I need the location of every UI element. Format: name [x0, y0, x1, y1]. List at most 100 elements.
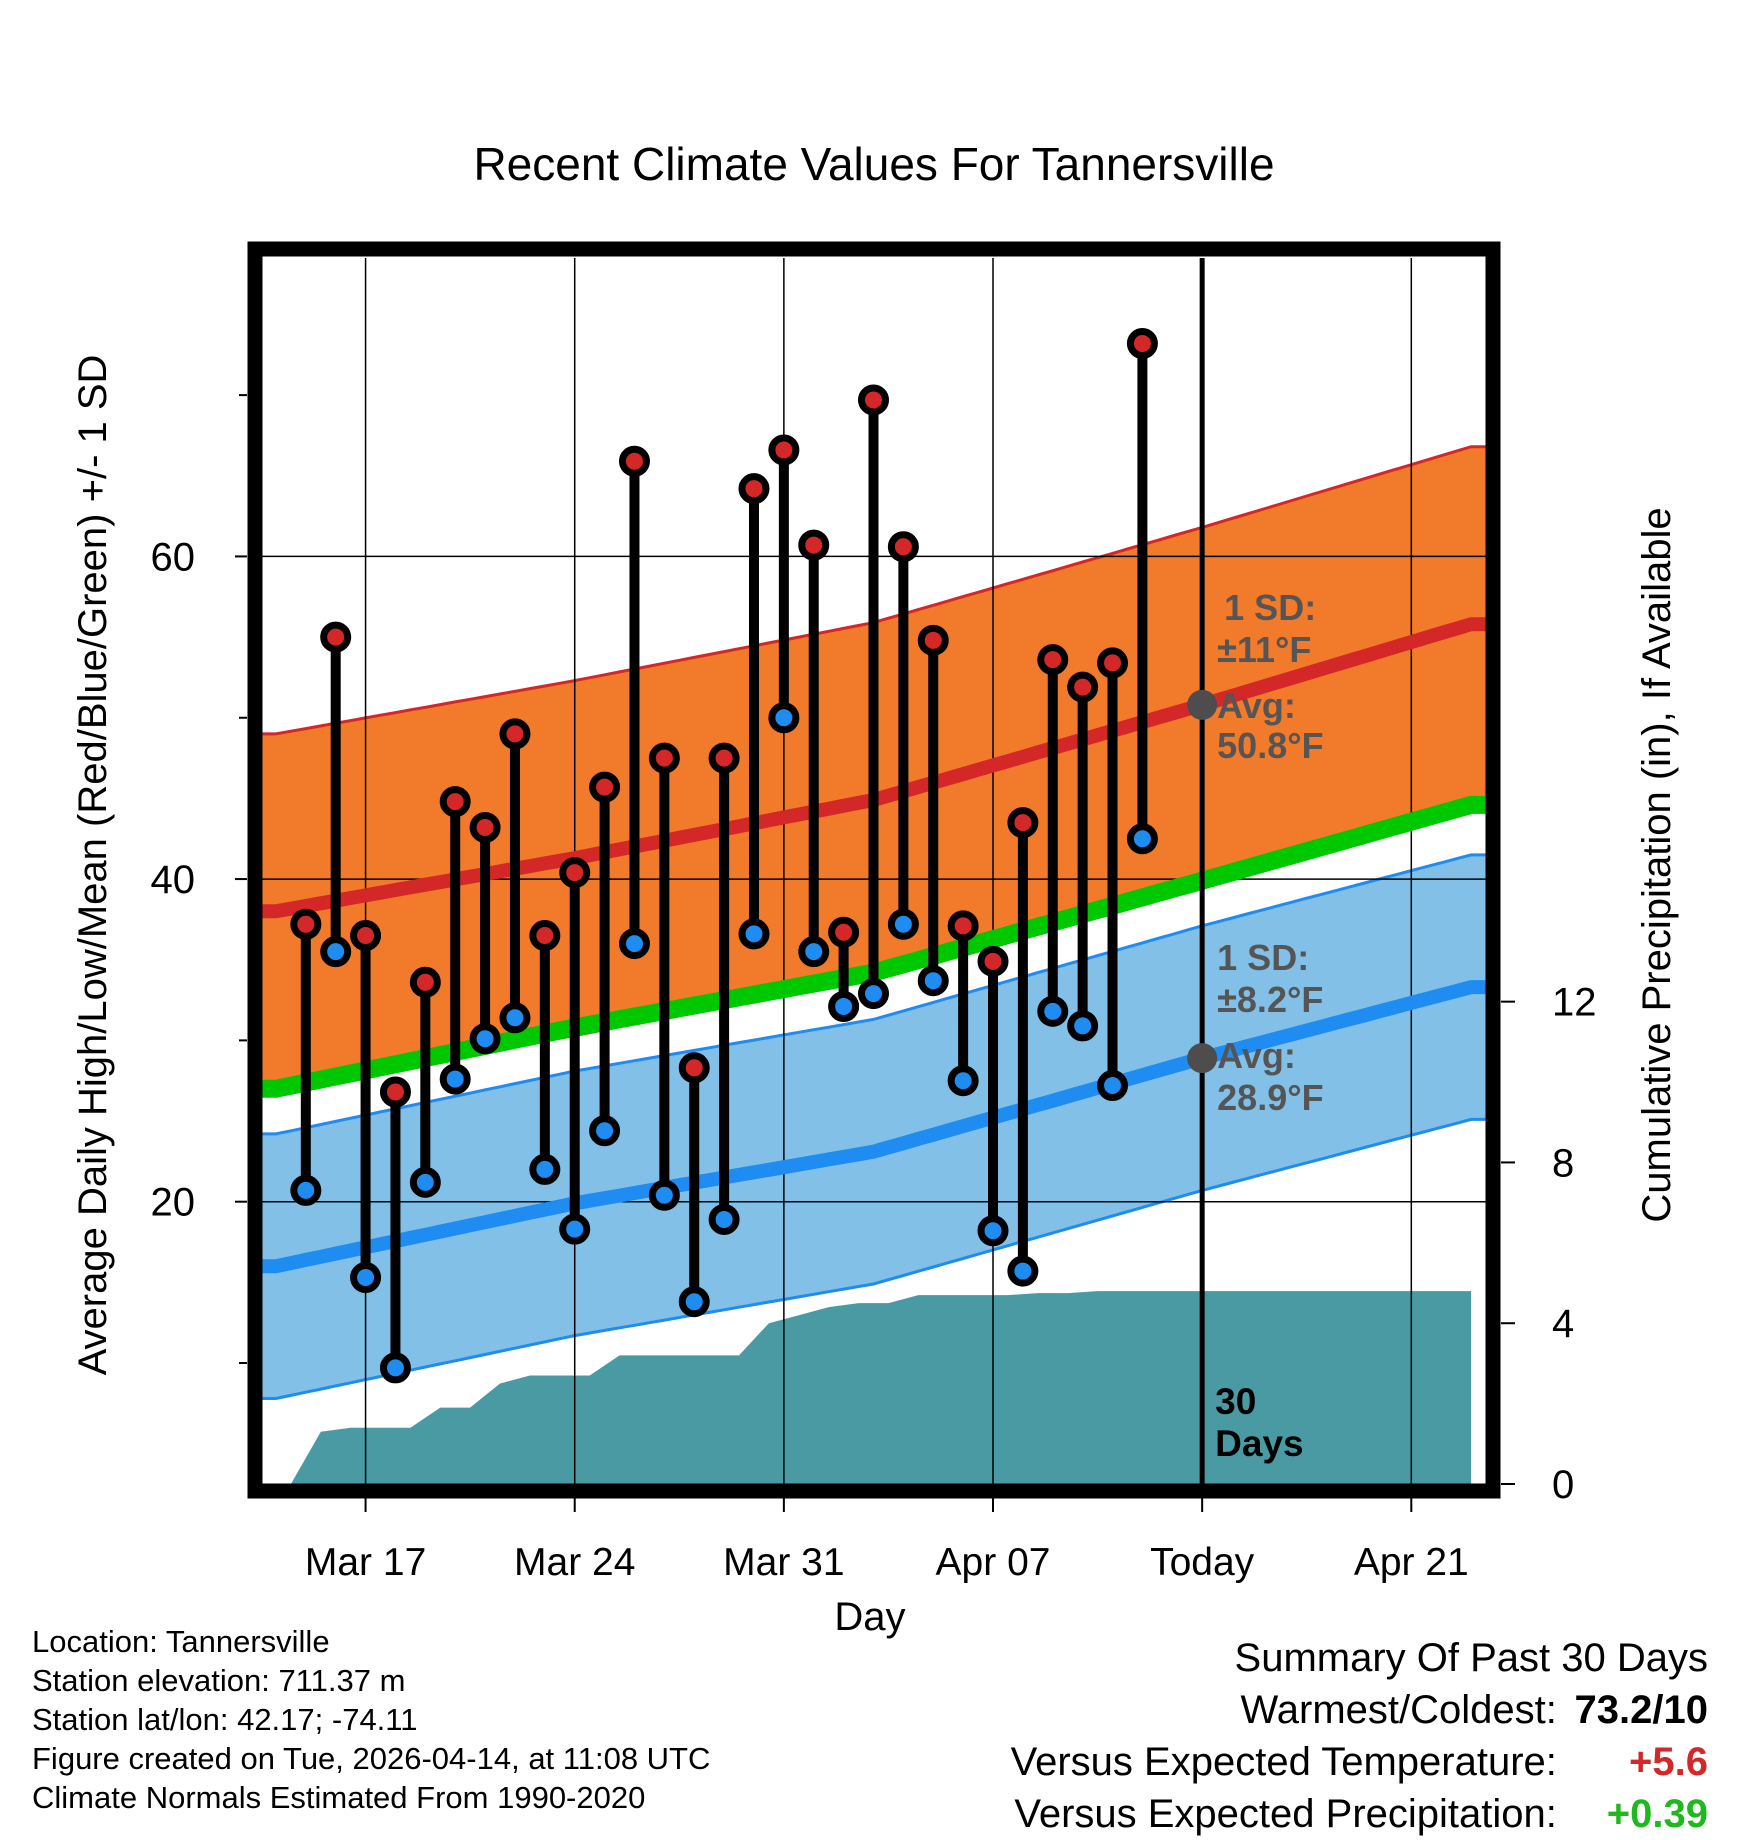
low-point-25 — [1007, 1255, 1039, 1287]
high-point-20 — [858, 384, 889, 416]
x-tick-label: Mar 31 — [723, 1541, 844, 1584]
y-left-tick-label: 40 — [151, 858, 196, 902]
window-number: 30 — [1215, 1381, 1256, 1422]
low-avg-marker — [1187, 1043, 1218, 1074]
x-tick-label: Apr 21 — [1354, 1541, 1469, 1584]
low-point-5 — [409, 1166, 441, 1198]
low-point-6 — [439, 1063, 471, 1095]
y-left-tick-label: 60 — [151, 535, 196, 579]
high-point-8 — [499, 718, 531, 750]
warmest-coldest-value: 73.2/10 — [1574, 1688, 1708, 1732]
x-tick-label: Today — [1150, 1541, 1255, 1584]
low-point-26 — [1037, 995, 1069, 1027]
meta-created: Figure created on Tue, 2026-04-14, at 11… — [32, 1741, 711, 1776]
summary-temp: Versus Expected Temperature: +5.6 — [1011, 1736, 1708, 1788]
meta-latlon: Station lat/lon: 42.17; -74.11 — [32, 1702, 418, 1737]
low-point-27 — [1067, 1010, 1099, 1042]
low-sd-band-lower-edge — [261, 1117, 1486, 1400]
low-point-13 — [648, 1179, 680, 1211]
meta-normals: Climate Normals Estimated From 1990-2020 — [32, 1780, 646, 1815]
x-axis-label: Day — [834, 1595, 905, 1639]
temp-value: +5.6 — [1629, 1740, 1708, 1784]
x-tick-label: Apr 07 — [936, 1541, 1051, 1584]
normal-low-line — [261, 980, 1486, 1274]
high-avg-label: Avg: — [1217, 685, 1296, 726]
low-point-7 — [469, 1023, 501, 1055]
low-avg-value: 28.9°F — [1217, 1077, 1323, 1118]
chart-title: Recent Climate Values For Tannersville — [473, 138, 1274, 190]
x-tick-label: Mar 17 — [305, 1541, 426, 1584]
low-point-18 — [798, 936, 830, 968]
precip-area — [290, 1291, 1472, 1484]
precip-value: +0.39 — [1606, 1792, 1708, 1836]
low-point-10 — [559, 1213, 591, 1245]
high-point-12 — [618, 445, 650, 477]
meta-elevation: Station elevation: 711.37 m — [32, 1663, 406, 1698]
high-point-16 — [738, 473, 770, 505]
high-point-19 — [828, 916, 860, 948]
low-sd-value: ±8.2°F — [1217, 979, 1323, 1020]
summary-panel: Summary Of Past 30 Days Warmest/Coldest:… — [1011, 1632, 1708, 1840]
low-point-23 — [947, 1065, 979, 1097]
low-point-14 — [678, 1286, 710, 1318]
low-point-2 — [320, 936, 352, 968]
y-right-tick-label: 0 — [1552, 1463, 1574, 1507]
low-point-15 — [708, 1203, 740, 1235]
high-sd-value: ±11°F — [1217, 629, 1311, 670]
low-point-9 — [529, 1153, 561, 1185]
high-point-25 — [1007, 807, 1039, 839]
low-point-20 — [858, 978, 889, 1010]
high-avg-value: 50.8°F — [1217, 725, 1323, 766]
low-sd-band — [261, 854, 1486, 1399]
low-point-24 — [977, 1215, 1009, 1247]
low-point-16 — [738, 918, 770, 950]
low-point-28 — [1097, 1070, 1129, 1102]
high-point-6 — [439, 786, 471, 818]
high-point-27 — [1067, 671, 1099, 703]
station-metadata: Location: Tannersville Station elevation… — [32, 1622, 710, 1817]
high-point-11 — [589, 771, 621, 803]
low-avg-label: Avg: — [1217, 1035, 1296, 1076]
high-point-26 — [1037, 644, 1069, 676]
axis-ticks: Mar 17 Mar 24 Mar 31 Apr 07 Today Apr 2120406… — [151, 394, 1597, 1584]
precip-label: Versus Expected Precipitation: — [1014, 1792, 1557, 1836]
daily-stems — [300, 338, 1148, 1373]
low-point-1 — [290, 1174, 322, 1206]
low-sd-label: 1 SD: — [1217, 937, 1309, 978]
y-right-tick-label: 12 — [1552, 981, 1597, 1025]
high-point-24 — [977, 945, 1009, 977]
high-point-10 — [559, 857, 591, 889]
high-point-29 — [1126, 327, 1158, 359]
window-days: Days — [1215, 1423, 1303, 1464]
y-axis-right-label: Cumulative Precipitation (in), If Availa… — [1635, 507, 1679, 1222]
low-sd-band-upper-edge — [261, 853, 1486, 1136]
high-point-17 — [768, 434, 800, 466]
high-point-13 — [648, 742, 680, 774]
grid-lines — [261, 258, 1486, 1484]
high-point-4 — [379, 1076, 411, 1108]
y-right-tick-label: 4 — [1552, 1302, 1574, 1346]
meta-location: Location: Tannersville — [32, 1624, 330, 1659]
low-point-19 — [828, 991, 860, 1023]
plot-border — [247, 241, 1501, 1499]
summary-warmest-coldest: Warmest/Coldest: 73.2/10 — [1011, 1684, 1709, 1736]
high-point-14 — [678, 1052, 710, 1084]
climate-chart: Recent Climate Values For Tannersville 1… — [71, 138, 1679, 1639]
low-point-21 — [887, 908, 919, 940]
high-point-9 — [529, 920, 561, 952]
high-point-15 — [708, 742, 740, 774]
low-point-22 — [917, 965, 949, 997]
summary-title: Summary Of Past 30 Days — [1234, 1636, 1708, 1680]
low-point-12 — [618, 928, 650, 960]
low-point-29 — [1126, 823, 1158, 855]
high-point-3 — [350, 920, 382, 952]
high-point-22 — [917, 624, 949, 656]
high-point-2 — [320, 621, 352, 653]
high-point-1 — [290, 908, 322, 940]
x-tick-label: Mar 24 — [514, 1541, 635, 1584]
high-point-18 — [798, 529, 830, 561]
high-avg-marker — [1187, 689, 1218, 720]
warmest-coldest-label: Warmest/Coldest: — [1240, 1688, 1557, 1732]
low-point-17 — [768, 702, 800, 734]
